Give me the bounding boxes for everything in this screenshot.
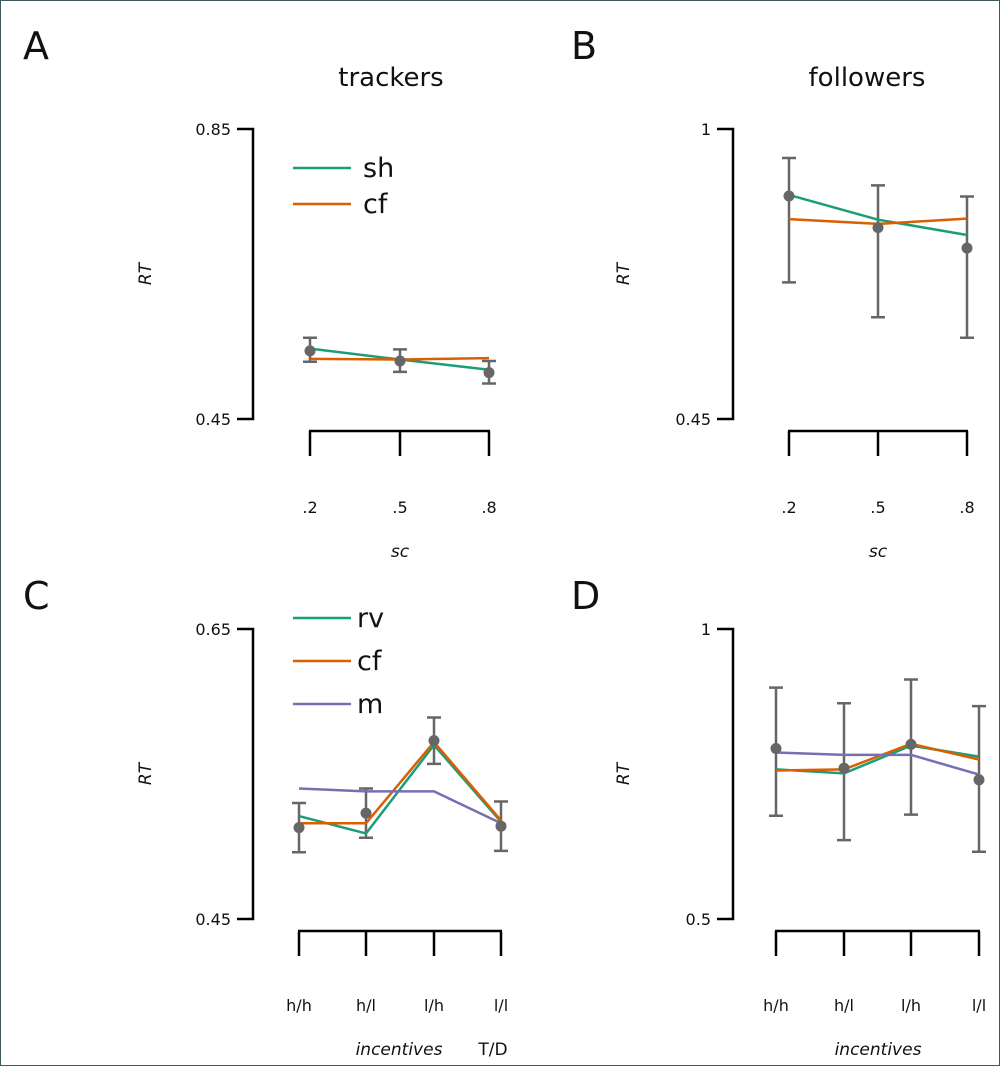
panel-c-letter: C — [23, 574, 50, 618]
panel-a-y-tick-label-bottom: 0.45 — [195, 410, 231, 429]
panel-c-data-point — [293, 822, 305, 834]
panel-b-series-line-green — [788, 193, 968, 237]
panel-c-series-line-cf — [299, 740, 502, 825]
panel-c-y-tick-label-bottom: 0.45 — [195, 910, 231, 929]
panel-d-x-tick-label: h/l — [834, 996, 854, 1015]
panel-b-y-tick-label-bottom: 0.45 — [675, 410, 711, 429]
panel-d-data-point — [838, 762, 850, 774]
panel-b-x-tick-label: .5 — [870, 498, 885, 517]
panel-b-data-point — [961, 242, 973, 254]
panel-a-data-point — [394, 355, 406, 367]
panel-a-y-label: RT — [136, 261, 156, 285]
panel-b-error-bar — [871, 184, 885, 319]
panel-b-y-label: RT — [614, 261, 634, 285]
panel-c-legend-label-rv: rv — [357, 603, 384, 634]
panel-d-data-point — [905, 738, 917, 750]
panel-c-x-tick-label: h/l — [356, 996, 376, 1015]
panel-c-x-label: incentives — [356, 1040, 443, 1060]
panel-c-x-tick-label: l/l — [494, 996, 508, 1015]
panel-a-y-tick-label-top: 0.85 — [195, 120, 231, 139]
panel-c-y-axis — [237, 627, 255, 921]
panel-c-series-line-m — [298, 787, 502, 825]
panel-c-x-label-secondary: T/D — [477, 1040, 507, 1060]
panel-a-legend-label-sh: sh — [363, 153, 394, 184]
panel-d-letter: D — [571, 574, 600, 618]
panel-c-data-point — [495, 820, 507, 832]
panel-d-y-label: RT — [614, 761, 634, 785]
panel-c-data-point — [428, 735, 440, 747]
panel-b-data-point — [783, 190, 795, 202]
panel-c-y-tick-label-top: 0.65 — [195, 620, 231, 639]
panel-a-data-point — [304, 345, 316, 357]
panel-b-error-bar — [960, 195, 974, 340]
panel-a-x-tick-label: .2 — [302, 498, 317, 517]
panel-a-legend-label-cf: cf — [363, 189, 389, 220]
panel-d-x-tick-label: l/h — [901, 996, 921, 1015]
panel-a-x-tick-label: .5 — [392, 498, 407, 517]
panel-c-data-point — [360, 807, 372, 819]
panel-c-y-label: RT — [136, 761, 156, 785]
panel-c-x-tick-label: l/h — [424, 996, 444, 1015]
panel-d-series-line-purple — [775, 751, 980, 776]
panel-d-series-line-orange — [775, 742, 980, 772]
panel-b-title: followers — [809, 63, 926, 93]
panel-d-x-tick-label: l/l — [972, 996, 986, 1015]
panel-a-letter: A — [23, 24, 49, 68]
panel-d-data-point — [770, 742, 782, 754]
panel-c-x-tick-label: h/h — [286, 996, 312, 1015]
panel-b-x-tick-label: .2 — [781, 498, 796, 517]
panel-a-x-label: sc — [391, 542, 410, 562]
panel-b-y-tick-label-top: 1 — [701, 120, 711, 139]
panel-b-x-label: sc — [869, 542, 888, 562]
panel-d-x-tick-label: h/h — [763, 996, 789, 1015]
panel-b-x-tick-label: .8 — [959, 498, 974, 517]
panel-c-legend-label-cf: cf — [357, 646, 383, 677]
panel-d-y-axis — [717, 627, 735, 921]
panel-d-data-point — [973, 774, 985, 786]
panel-b-data-point — [872, 222, 884, 234]
panel-b-y-axis — [717, 127, 735, 421]
panel-a-y-axis — [237, 127, 255, 421]
panel-d-x-label: incentives — [835, 1040, 922, 1060]
panel-b-letter: B — [571, 24, 597, 68]
panel-a-title: trackers — [338, 63, 443, 93]
panel-d-y-tick-label-top: 1 — [701, 620, 711, 639]
panel-c-series-line-rv — [298, 743, 502, 835]
panel-a-x-tick-label: .8 — [481, 498, 496, 517]
panel-c-legend-label-m: m — [357, 689, 383, 720]
panel-d-y-tick-label-bottom: 0.5 — [686, 910, 711, 929]
panel-a-data-point — [483, 367, 495, 379]
